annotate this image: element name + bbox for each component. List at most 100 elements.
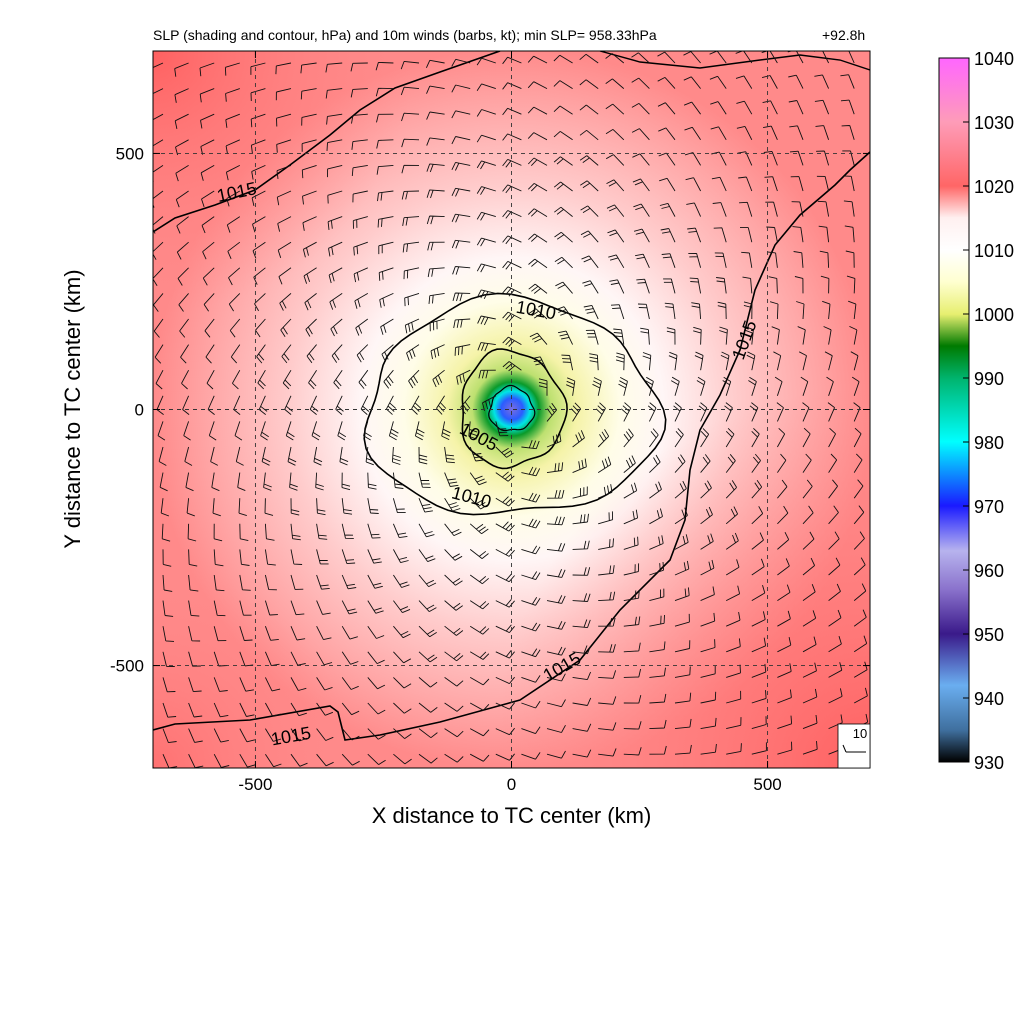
wind-barb (341, 728, 360, 741)
wind-barb (250, 139, 266, 154)
wind-barb (418, 702, 438, 713)
wind-barb (608, 254, 625, 269)
wind-barb (469, 497, 488, 510)
wind-barb (738, 176, 753, 192)
wind-barb (367, 702, 386, 715)
wind-barb (853, 609, 867, 627)
wind-barb (392, 523, 408, 539)
wind-barb (418, 677, 438, 688)
wind-barb (716, 277, 727, 294)
wind-barb (418, 728, 438, 739)
wind-barb (265, 753, 282, 768)
wind-barb (674, 718, 692, 730)
wind-barb (239, 523, 249, 542)
wind-barb (300, 62, 317, 74)
wind-barb (213, 728, 229, 743)
wind-barb (521, 571, 541, 581)
wind-barb (582, 280, 599, 294)
wind-barb (418, 549, 436, 563)
wind-barb (788, 74, 804, 89)
wind-barb (264, 626, 279, 641)
wind-barb (769, 301, 779, 320)
wind-barb (649, 561, 665, 576)
wind-barb (674, 640, 691, 653)
wind-barb (201, 190, 215, 208)
wind-barb (383, 369, 394, 389)
wind-barb (844, 225, 855, 243)
wind-barb (225, 88, 240, 102)
wind-barb (418, 446, 428, 465)
wind-barb (495, 446, 514, 458)
wind-barb (228, 267, 241, 286)
wind-barb (377, 190, 394, 202)
wind-barb (495, 599, 515, 608)
wind-barb (579, 129, 599, 141)
wind-barb (469, 677, 490, 686)
wind-barb (460, 395, 471, 415)
wind-barb (824, 351, 833, 371)
wind-barb (308, 369, 317, 390)
wind-barb (631, 103, 650, 115)
wind-barb (572, 430, 585, 448)
wind-barb (199, 88, 215, 103)
wind-barb (828, 662, 843, 678)
colorbar-tick-label: 1030 (974, 113, 1014, 133)
wind-barb (748, 376, 757, 396)
wind-barb (502, 133, 522, 141)
wind-barb (853, 453, 863, 473)
wind-barb (711, 176, 727, 192)
wind-barb (736, 100, 753, 115)
wind-barb (521, 596, 541, 606)
wind-barb (751, 532, 764, 550)
wind-barb (700, 691, 717, 704)
wind-barb (664, 302, 676, 320)
wind-barb (199, 62, 215, 77)
wind-barb (476, 186, 496, 195)
wind-barb (264, 549, 276, 566)
wind-barb (401, 164, 420, 174)
wind-barb (623, 694, 642, 704)
wind-barb (521, 545, 541, 555)
wind-barb (725, 427, 735, 448)
wind-barb (254, 293, 266, 312)
wind-barb (658, 127, 676, 141)
wind-barb (572, 723, 592, 732)
wind-barb (418, 574, 437, 588)
wind-barb (476, 57, 496, 66)
colorbar: 1040 1030 1020 1010 1000 990 980 970 960 950 940 93… (938, 49, 1014, 773)
wind-barb (290, 753, 308, 767)
wind-barb (301, 139, 317, 152)
wind-barb (598, 617, 616, 627)
wind-barb (553, 131, 573, 141)
wind-barb (802, 402, 810, 422)
wind-barb (188, 651, 201, 667)
wind-barb (264, 523, 275, 541)
wind-barb (572, 619, 591, 629)
wind-barb (802, 610, 817, 627)
wind-barb (495, 548, 515, 557)
wind-barb (649, 588, 665, 602)
wind-barb (623, 455, 636, 473)
wind-barb (670, 376, 680, 396)
wind-barb (226, 216, 241, 233)
wind-barb (281, 344, 292, 364)
x-tick-label: -500 (238, 775, 272, 794)
wind-barb (674, 692, 692, 704)
wind-barb (264, 600, 278, 616)
wind-barb (341, 498, 353, 515)
wind-barb (849, 325, 858, 345)
wind-barb (789, 150, 804, 166)
wind-barb (768, 276, 778, 294)
barb-key-flag (842, 744, 847, 753)
wind-barb (206, 369, 215, 390)
wind-barb (429, 318, 445, 332)
wind-barb (777, 610, 791, 627)
wind-barb (306, 344, 317, 364)
wind-barb (815, 125, 830, 140)
wind-barb (623, 563, 640, 576)
wind-barb (647, 402, 657, 422)
wind-barb (572, 513, 589, 525)
wind-barb (351, 164, 368, 177)
wind-barb (659, 177, 676, 192)
wind-barb (853, 583, 867, 601)
